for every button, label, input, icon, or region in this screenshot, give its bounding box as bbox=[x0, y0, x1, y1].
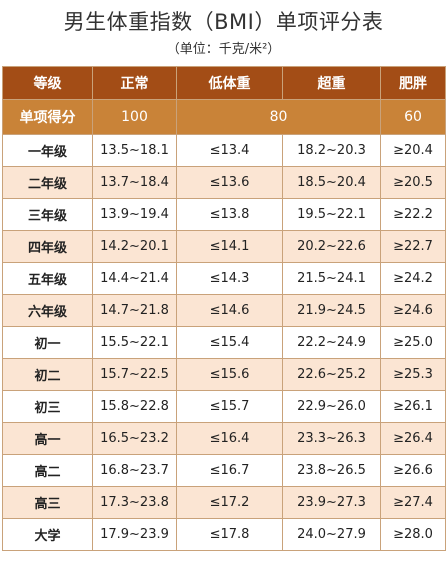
underweight-cell: ≤17.8 bbox=[176, 518, 283, 551]
overweight-cell: 21.5~24.1 bbox=[282, 262, 381, 295]
normal-range-cell: 14.2~20.1 bbox=[92, 230, 177, 263]
obese-cell: ≥26.6 bbox=[380, 454, 446, 487]
normal-range-cell: 13.7~18.4 bbox=[92, 166, 177, 199]
score-normal: 100 bbox=[92, 99, 177, 135]
normal-range-cell: 13.9~19.4 bbox=[92, 198, 177, 231]
header-overweight: 超重 bbox=[282, 66, 381, 100]
table-header-row: 等级 正常 低体重 超重 肥胖 bbox=[2, 66, 446, 100]
underweight-cell: ≤13.6 bbox=[176, 166, 283, 199]
grade-cell: 三年级 bbox=[2, 198, 93, 231]
normal-range-cell: 15.5~22.1 bbox=[92, 326, 177, 359]
grade-cell: 二年级 bbox=[2, 166, 93, 199]
normal-range-cell: 17.9~23.9 bbox=[92, 518, 177, 551]
obese-cell: ≥20.4 bbox=[380, 134, 446, 167]
table-row: 六年级 14.7~21.8 ≤14.6 21.9~24.5 ≥24.6 bbox=[2, 294, 446, 327]
obese-cell: ≥22.2 bbox=[380, 198, 446, 231]
table-row: 四年级 14.2~20.1 ≤14.1 20.2~22.6 ≥22.7 bbox=[2, 230, 446, 263]
obese-cell: ≥20.5 bbox=[380, 166, 446, 199]
normal-range-cell: 16.8~23.7 bbox=[92, 454, 177, 487]
grade-cell: 大学 bbox=[2, 518, 93, 551]
normal-range-cell: 17.3~23.8 bbox=[92, 486, 177, 519]
normal-range-cell: 13.5~18.1 bbox=[92, 134, 177, 167]
obese-cell: ≥22.7 bbox=[380, 230, 446, 263]
underweight-cell: ≤13.8 bbox=[176, 198, 283, 231]
grade-cell: 初三 bbox=[2, 390, 93, 423]
obese-cell: ≥26.4 bbox=[380, 422, 446, 455]
overweight-cell: 22.2~24.9 bbox=[282, 326, 381, 359]
obese-cell: ≥24.6 bbox=[380, 294, 446, 327]
obese-cell: ≥25.3 bbox=[380, 358, 446, 391]
table-row: 初一 15.5~22.1 ≤15.4 22.2~24.9 ≥25.0 bbox=[2, 326, 446, 359]
obese-cell: ≥28.0 bbox=[380, 518, 446, 551]
bmi-score-table: 等级 正常 低体重 超重 肥胖 单项得分 100 80 60 一年级 13.5~1… bbox=[2, 66, 446, 551]
overweight-cell: 22.6~25.2 bbox=[282, 358, 381, 391]
normal-range-cell: 14.7~21.8 bbox=[92, 294, 177, 327]
overweight-cell: 19.5~22.1 bbox=[282, 198, 381, 231]
table-row: 高一 16.5~23.2 ≤16.4 23.3~26.3 ≥26.4 bbox=[2, 422, 446, 455]
obese-cell: ≥26.1 bbox=[380, 390, 446, 423]
overweight-cell: 18.5~20.4 bbox=[282, 166, 381, 199]
normal-range-cell: 15.8~22.8 bbox=[92, 390, 177, 423]
underweight-cell: ≤14.3 bbox=[176, 262, 283, 295]
unit-subtitle: （单位：千克/米²） bbox=[166, 42, 281, 57]
normal-range-cell: 16.5~23.2 bbox=[92, 422, 177, 455]
underweight-cell: ≤14.6 bbox=[176, 294, 283, 327]
table-row: 初二 15.7~22.5 ≤15.6 22.6~25.2 ≥25.3 bbox=[2, 358, 446, 391]
table-row: 初三 15.8~22.8 ≤15.7 22.9~26.0 ≥26.1 bbox=[2, 390, 446, 423]
grade-cell: 一年级 bbox=[2, 134, 93, 167]
table-row: 大学 17.9~23.9 ≤17.8 24.0~27.9 ≥28.0 bbox=[2, 518, 446, 551]
normal-range-cell: 15.7~22.5 bbox=[92, 358, 177, 391]
grade-cell: 初一 bbox=[2, 326, 93, 359]
underweight-cell: ≤15.7 bbox=[176, 390, 283, 423]
table-row: 一年级 13.5~18.1 ≤13.4 18.2~20.3 ≥20.4 bbox=[2, 134, 446, 167]
obese-cell: ≥24.2 bbox=[380, 262, 446, 295]
page-title: 男生体重指数（BMI）单项评分表 bbox=[63, 10, 384, 34]
table-row: 五年级 14.4~21.4 ≤14.3 21.5~24.1 ≥24.2 bbox=[2, 262, 446, 295]
table-row: 高三 17.3~23.8 ≤17.2 23.9~27.3 ≥27.4 bbox=[2, 486, 446, 519]
header-grade: 等级 bbox=[2, 66, 93, 100]
obese-cell: ≥25.0 bbox=[380, 326, 446, 359]
table-row: 三年级 13.9~19.4 ≤13.8 19.5~22.1 ≥22.2 bbox=[2, 198, 446, 231]
overweight-cell: 22.9~26.0 bbox=[282, 390, 381, 423]
overweight-cell: 23.8~26.5 bbox=[282, 454, 381, 487]
grade-cell: 初二 bbox=[2, 358, 93, 391]
underweight-cell: ≤14.1 bbox=[176, 230, 283, 263]
overweight-cell: 20.2~22.6 bbox=[282, 230, 381, 263]
underweight-cell: ≤15.6 bbox=[176, 358, 283, 391]
grade-cell: 高一 bbox=[2, 422, 93, 455]
score-row: 单项得分 100 80 60 bbox=[2, 99, 446, 135]
grade-cell: 六年级 bbox=[2, 294, 93, 327]
table-row: 二年级 13.7~18.4 ≤13.6 18.5~20.4 ≥20.5 bbox=[2, 166, 446, 199]
score-under-over: 80 bbox=[176, 99, 381, 135]
grade-cell: 四年级 bbox=[2, 230, 93, 263]
score-obese: 60 bbox=[380, 99, 446, 135]
header-obese: 肥胖 bbox=[380, 66, 446, 100]
underweight-cell: ≤15.4 bbox=[176, 326, 283, 359]
underweight-cell: ≤17.2 bbox=[176, 486, 283, 519]
underweight-cell: ≤16.4 bbox=[176, 422, 283, 455]
overweight-cell: 23.9~27.3 bbox=[282, 486, 381, 519]
underweight-cell: ≤16.7 bbox=[176, 454, 283, 487]
overweight-cell: 21.9~24.5 bbox=[282, 294, 381, 327]
normal-range-cell: 14.4~21.4 bbox=[92, 262, 177, 295]
overweight-cell: 23.3~26.3 bbox=[282, 422, 381, 455]
header-underweight: 低体重 bbox=[176, 66, 283, 100]
header-normal: 正常 bbox=[92, 66, 177, 100]
overweight-cell: 18.2~20.3 bbox=[282, 134, 381, 167]
grade-cell: 五年级 bbox=[2, 262, 93, 295]
table-row: 高二 16.8~23.7 ≤16.7 23.8~26.5 ≥26.6 bbox=[2, 454, 446, 487]
obese-cell: ≥27.4 bbox=[380, 486, 446, 519]
overweight-cell: 24.0~27.9 bbox=[282, 518, 381, 551]
grade-cell: 高二 bbox=[2, 454, 93, 487]
underweight-cell: ≤13.4 bbox=[176, 134, 283, 167]
grade-cell: 高三 bbox=[2, 486, 93, 519]
score-label: 单项得分 bbox=[2, 99, 93, 135]
